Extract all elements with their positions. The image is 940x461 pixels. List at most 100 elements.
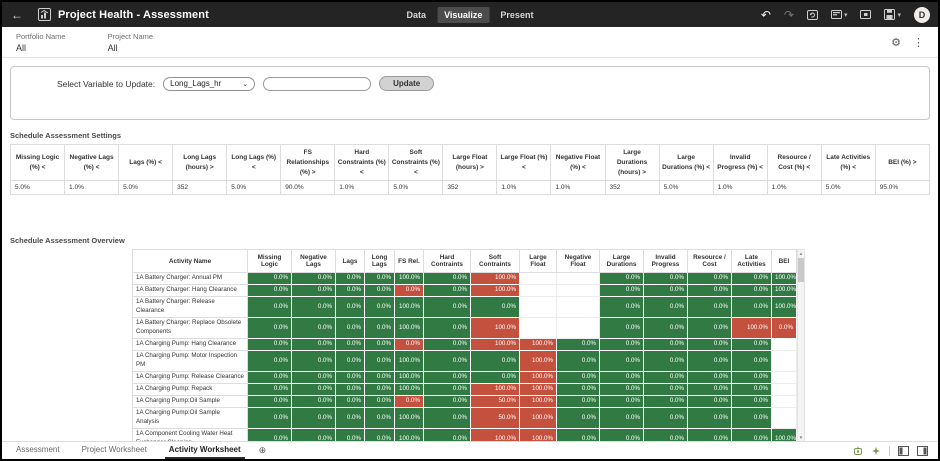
metric-cell[interactable]: 0.0% [335, 395, 365, 409]
metric-cell[interactable]: 0.0% [643, 371, 688, 385]
debug-console-icon[interactable] [853, 446, 863, 456]
update-button[interactable]: Update [379, 76, 435, 91]
layout-left-panel-icon[interactable] [898, 445, 909, 456]
metric-cell[interactable]: 0.0% [291, 383, 336, 397]
metric-cell[interactable]: 100.0% [771, 272, 797, 286]
metric-cell[interactable]: 0.0% [687, 383, 732, 397]
metric-cell[interactable]: 0.0% [247, 272, 292, 286]
metric-cell[interactable]: 100.0% [394, 350, 424, 373]
metric-cell[interactable]: 0.0% [247, 350, 292, 373]
metric-cell[interactable]: 0.0% [247, 371, 292, 385]
metric-cell[interactable]: 0.0% [599, 272, 644, 286]
save-icon[interactable]: ▾ [884, 9, 901, 20]
variable-select[interactable]: Long_Lags_hr ⌄ [163, 76, 256, 91]
metric-cell[interactable]: 0.0% [687, 296, 732, 319]
metric-cell[interactable]: 100.0% [519, 350, 557, 373]
metric-cell[interactable]: 0.0% [335, 317, 365, 340]
metric-cell[interactable]: 0.0% [335, 296, 365, 319]
metric-cell[interactable]: 0.0% [364, 407, 395, 430]
metric-cell[interactable]: 100.0% [519, 383, 557, 397]
metric-cell[interactable]: 0.0% [364, 350, 395, 373]
refresh-data-icon[interactable] [806, 9, 818, 20]
activity-name-cell[interactable]: 1A Battery Charger: Replace Obsolete Com… [132, 317, 248, 340]
metric-cell[interactable]: 0.0% [291, 338, 336, 352]
metric-cell[interactable]: 100.0% [394, 296, 424, 319]
metric-cell[interactable]: 0.0% [394, 338, 424, 352]
metric-cell[interactable]: 0.0% [731, 338, 772, 352]
metric-cell[interactable]: 0.0% [247, 383, 292, 397]
metric-cell[interactable]: 0.0% [687, 272, 732, 286]
metric-cell[interactable]: 0.0% [731, 371, 772, 385]
metric-cell[interactable]: 0.0% [423, 371, 471, 385]
metric-cell[interactable]: 0.0% [599, 296, 644, 319]
metric-cell[interactable]: 0.0% [771, 317, 797, 340]
activity-name-cell[interactable]: 1A Charging Pump:Oil Sample [132, 395, 248, 409]
tab-present[interactable]: Present [500, 9, 534, 20]
metric-cell[interactable]: 0.0% [731, 296, 772, 319]
undo-icon[interactable]: ↶ [760, 7, 771, 22]
metric-cell[interactable]: 0.0% [335, 284, 365, 298]
metric-cell[interactable]: 0.0% [643, 296, 688, 319]
metric-cell[interactable]: 100.0% [771, 284, 797, 298]
metric-cell[interactable]: 100.0% [771, 296, 797, 319]
kebab-menu-icon[interactable]: ⋮ [913, 36, 924, 49]
overview-scrollbar[interactable]: ▲ ▼ [797, 249, 805, 443]
metric-cell[interactable]: 0.0% [335, 272, 365, 286]
metric-cell[interactable]: 0.0% [423, 407, 471, 430]
metric-cell[interactable]: 0.0% [394, 395, 424, 409]
scroll-up-icon[interactable]: ▲ [798, 251, 804, 257]
metric-cell[interactable]: 100.0% [519, 371, 557, 385]
canvas-tab-project-worksheet[interactable]: Project Worksheet [81, 445, 147, 454]
metric-cell[interactable]: 0.0% [423, 338, 471, 352]
back-icon[interactable]: ← [11, 7, 23, 22]
metric-cell[interactable]: 100.0% [394, 371, 424, 385]
metric-cell[interactable]: 0.0% [556, 338, 600, 352]
metric-cell[interactable]: 0.0% [731, 284, 772, 298]
metric-cell[interactable]: 0.0% [247, 317, 292, 340]
metric-cell[interactable]: 0.0% [731, 272, 772, 286]
metric-cell[interactable]: 0.0% [599, 407, 644, 430]
filter-project-name[interactable]: Project Name All [108, 32, 153, 53]
canvas-tab-activity-worksheet[interactable]: Activity Worksheet [164, 442, 245, 459]
metric-cell[interactable]: 100.0% [731, 317, 772, 340]
metric-cell[interactable]: 100.0% [394, 383, 424, 397]
metric-cell[interactable]: 0.0% [291, 407, 336, 430]
metric-cell[interactable]: 50.0% [470, 407, 520, 430]
metric-cell[interactable]: 100.0% [470, 317, 520, 340]
metric-cell[interactable]: 0.0% [247, 284, 292, 298]
metric-cell[interactable]: 0.0% [687, 350, 732, 373]
present-mode-icon[interactable] [860, 9, 872, 20]
metric-cell[interactable]: 0.0% [599, 284, 644, 298]
metric-cell[interactable]: 0.0% [731, 383, 772, 397]
user-avatar[interactable]: D [914, 6, 930, 23]
metric-cell[interactable]: 0.0% [687, 317, 732, 340]
metric-cell[interactable]: 0.0% [364, 383, 395, 397]
metric-cell[interactable]: 0.0% [599, 371, 644, 385]
metric-cell[interactable]: 0.0% [291, 371, 336, 385]
metric-cell[interactable]: 0.0% [731, 350, 772, 373]
metric-cell[interactable]: 100.0% [394, 407, 424, 430]
scroll-down-icon[interactable]: ▼ [798, 435, 804, 441]
metric-cell[interactable]: 0.0% [291, 296, 336, 319]
metric-cell[interactable]: 0.0% [247, 338, 292, 352]
metric-cell[interactable]: 0.0% [291, 272, 336, 286]
metric-cell[interactable]: 0.0% [423, 272, 471, 286]
canvas-tab-assessment[interactable]: Assessment [16, 445, 60, 454]
metric-cell[interactable]: 0.0% [364, 272, 395, 286]
metric-cell[interactable]: 100.0% [519, 338, 557, 352]
metric-cell[interactable]: 100.0% [470, 272, 520, 286]
metric-cell[interactable]: 0.0% [291, 350, 336, 373]
metric-cell[interactable]: 0.0% [687, 284, 732, 298]
metric-cell[interactable]: 0.0% [423, 350, 471, 373]
metric-cell[interactable]: 50.0% [470, 395, 520, 409]
activity-name-cell[interactable]: 1A Charging Pump: Motor Inspection PM [132, 350, 248, 373]
metric-cell[interactable]: 0.0% [335, 371, 365, 385]
metric-cell[interactable]: 0.0% [335, 338, 365, 352]
metric-cell[interactable]: 0.0% [643, 338, 688, 352]
metric-cell[interactable]: 0.0% [335, 383, 365, 397]
metric-cell[interactable]: 0.0% [364, 395, 395, 409]
variable-value-input[interactable] [263, 76, 372, 91]
metric-cell[interactable]: 0.0% [731, 407, 772, 430]
activity-name-cell[interactable]: 1A Battery Charger: Annual PM [132, 272, 248, 286]
metric-cell[interactable]: 0.0% [687, 395, 732, 409]
